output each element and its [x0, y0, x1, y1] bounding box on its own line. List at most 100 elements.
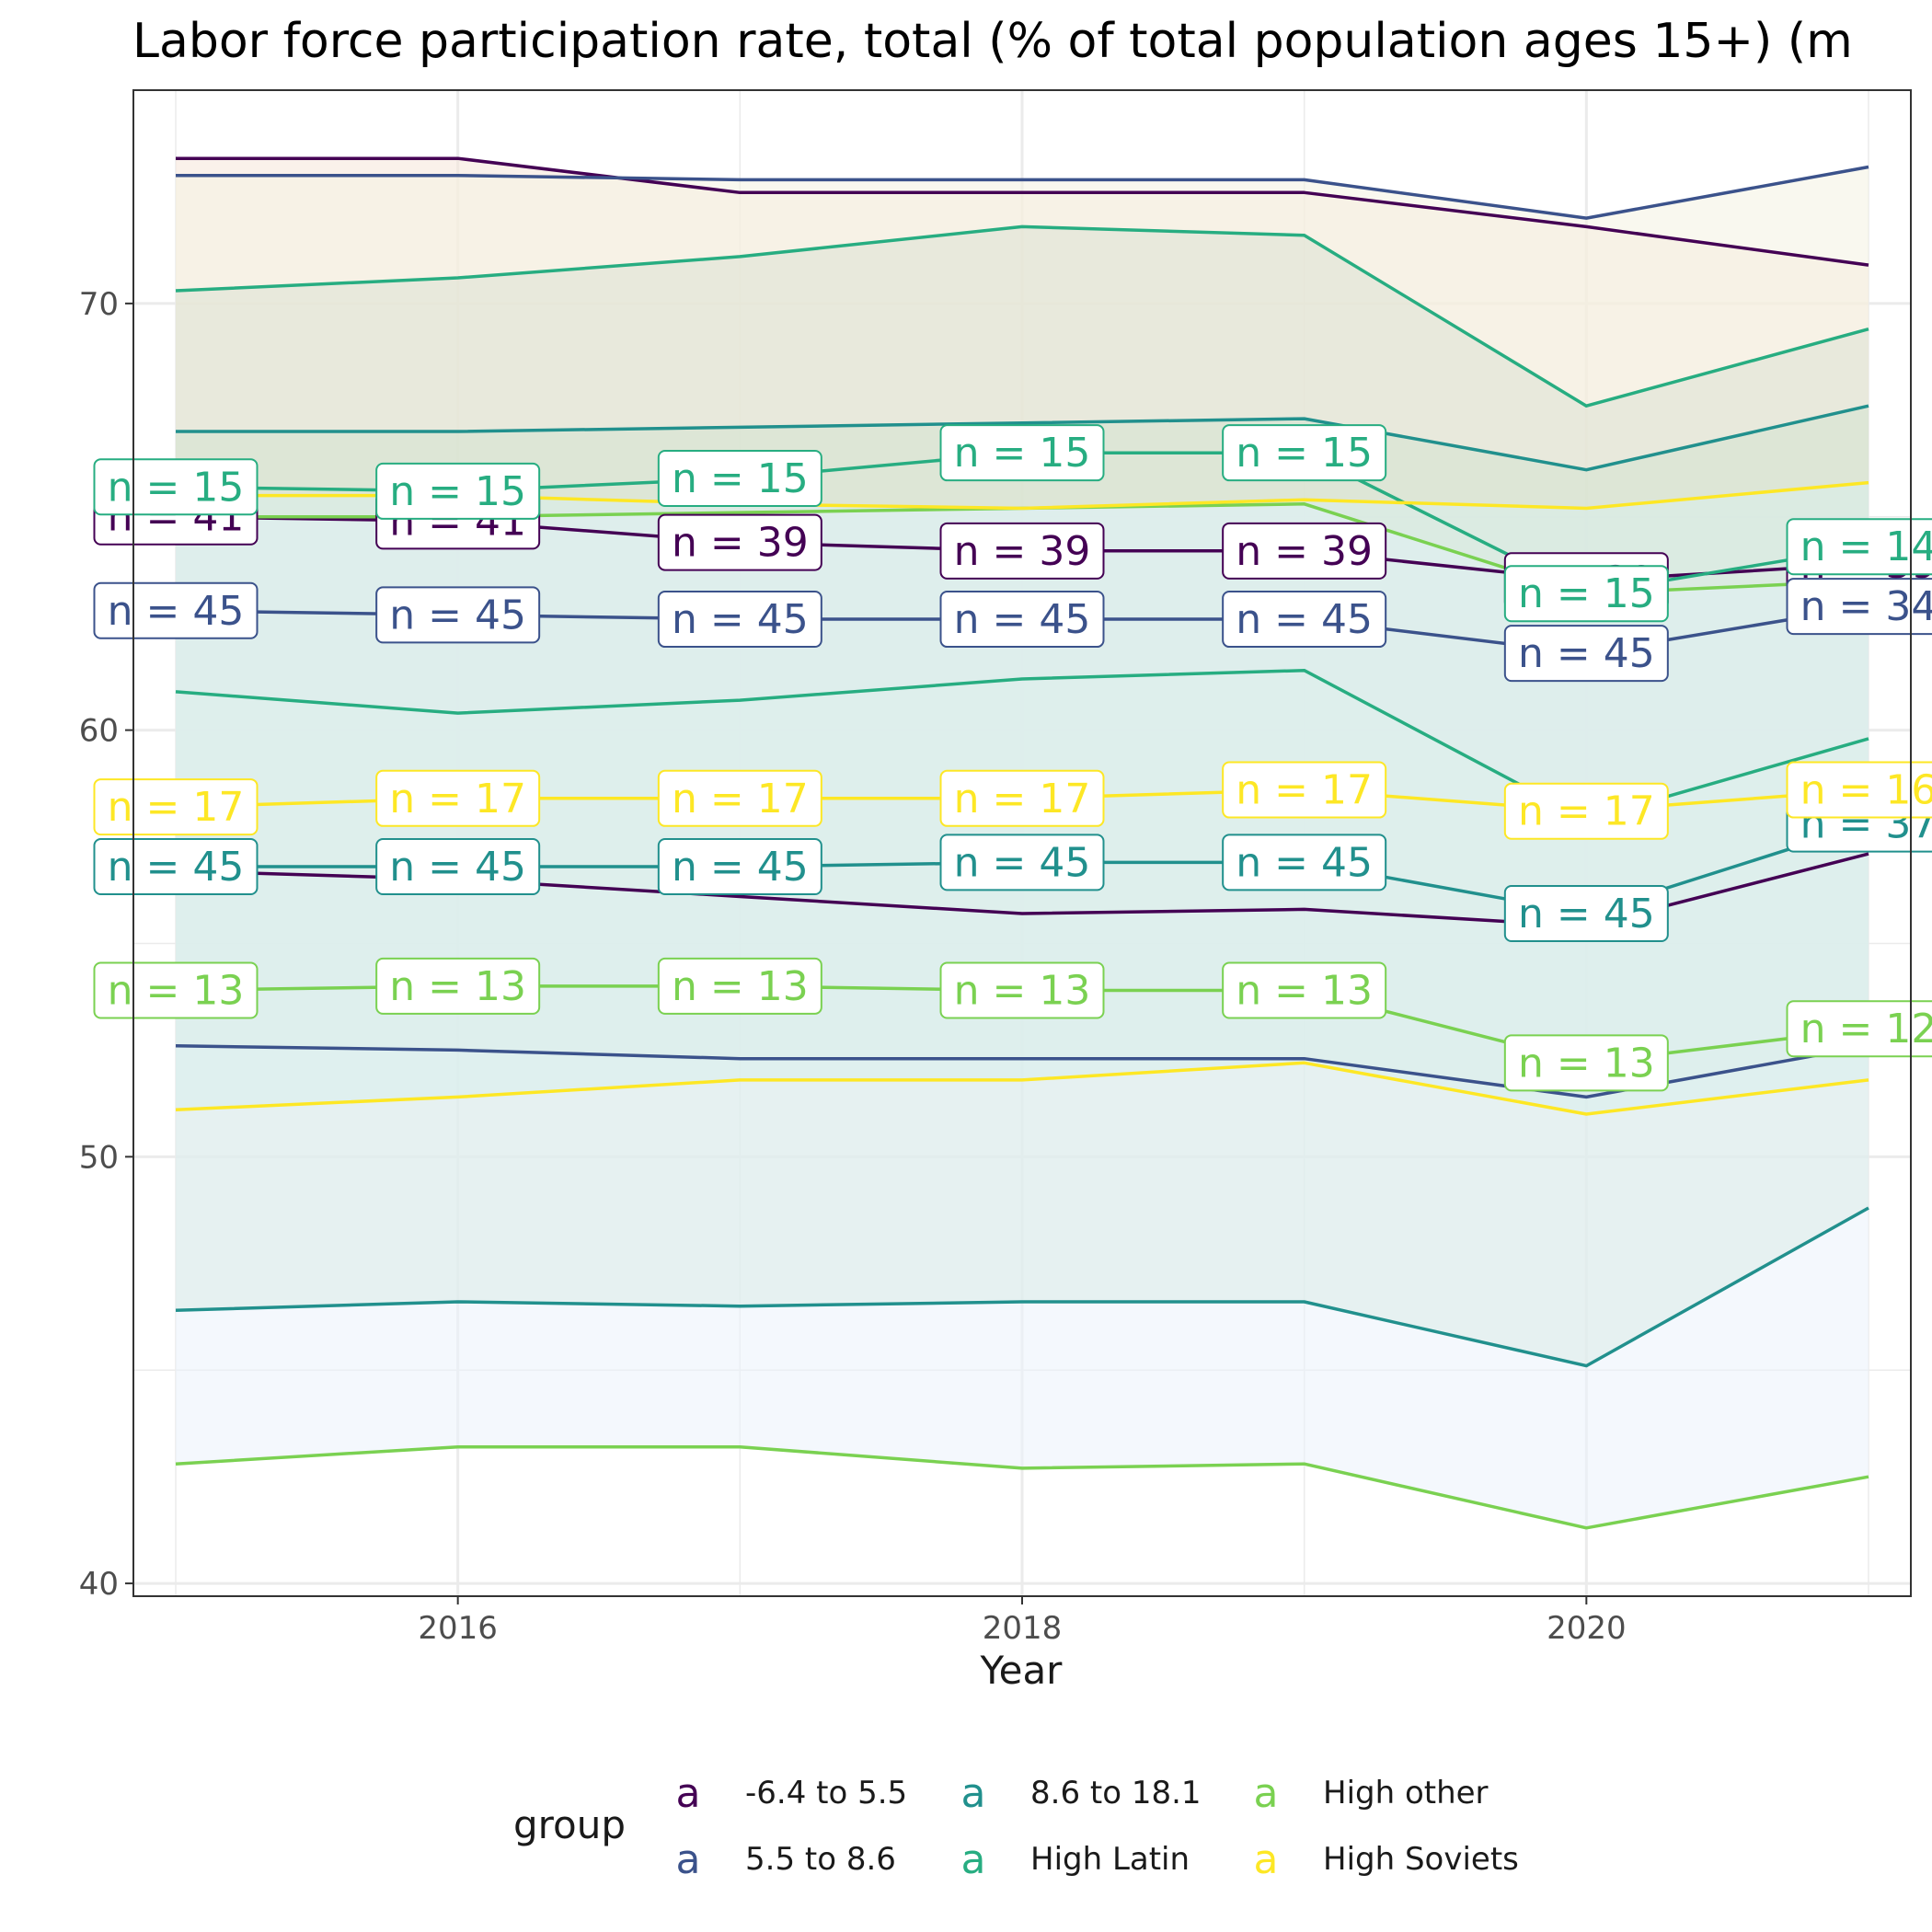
legend-label: -6.4 to 5.5 — [745, 1775, 907, 1811]
n-label: n = 15 — [954, 430, 1091, 477]
n-label-box — [1503, 565, 1669, 623]
n-label: n = 45 — [1236, 839, 1373, 886]
n-label-box — [657, 513, 822, 571]
n-label: n = 45 — [672, 844, 809, 891]
n-label: n = 15 — [108, 464, 245, 511]
legend-item-8-6-to-18-1: a 8.6 to 18.1 — [961, 1770, 1202, 1817]
n-label: n = 45 — [954, 839, 1091, 886]
n-label-box — [93, 961, 259, 1019]
legend-item-5-5-to-8-6: a 5.5 to 8.6 — [676, 1836, 896, 1883]
line-high-other-lower — [175, 1444, 1869, 1530]
n-label-box — [1786, 578, 1932, 636]
n-label-box — [1222, 424, 1387, 482]
n-label-box — [375, 462, 541, 520]
n-label: n = 45 — [1518, 891, 1655, 937]
legend-title: group — [513, 1802, 626, 1847]
legend-key-glyph: a — [676, 1770, 701, 1817]
n-label: n = 17 — [954, 776, 1091, 822]
legend-label: High Soviets — [1323, 1841, 1519, 1878]
n-label: n = 45 — [672, 596, 809, 643]
n-label-box — [375, 586, 541, 644]
legend-item-high-other: a High other — [1254, 1770, 1489, 1817]
n-label: n = 45 — [389, 844, 526, 891]
n-label-box — [939, 961, 1105, 1019]
n-label: n = 13 — [108, 967, 245, 1014]
legend-label: High Latin — [1030, 1841, 1190, 1878]
y-tick-label: 70 — [79, 286, 119, 323]
n-label: n = 14 — [1800, 523, 1932, 570]
line-5-5-to-8-6-upper — [176, 165, 1869, 220]
n-label-box — [1786, 518, 1932, 576]
legend-label: 5.5 to 8.6 — [745, 1841, 896, 1878]
n-label-box — [375, 769, 541, 827]
legend-item-6-4-to-5-5: a -6.4 to 5.5 — [676, 1770, 908, 1817]
n-label: n = 12 — [1800, 1006, 1932, 1052]
y-tick-label: 50 — [79, 1139, 119, 1176]
n-label-box — [1222, 834, 1387, 891]
n-label: n = 13 — [1236, 967, 1373, 1014]
n-label-box — [1503, 782, 1669, 840]
n-label: n = 13 — [954, 967, 1091, 1014]
n-label: n = 15 — [389, 468, 526, 515]
n-label: n = 39 — [954, 528, 1091, 575]
line-6-4-to-5-5-upper — [176, 156, 1869, 267]
n-label: n = 34 — [1800, 583, 1932, 630]
n-label: n = 45 — [954, 596, 1091, 643]
legend-label: 8.6 to 18.1 — [1030, 1775, 1202, 1811]
n-label-box — [1786, 761, 1932, 819]
legend-label: High other — [1323, 1775, 1489, 1811]
n-label: n = 16 — [1800, 767, 1932, 814]
n-label: n = 17 — [672, 776, 809, 822]
n-label-box — [1503, 625, 1669, 683]
n-label-box — [939, 834, 1105, 891]
n-label-box — [939, 522, 1105, 580]
n-label: n = 17 — [108, 784, 245, 831]
legend-key-glyph: a — [961, 1836, 986, 1883]
n-label-box — [1222, 591, 1387, 649]
line-5-5-to-8-6-lower — [175, 1044, 1869, 1099]
n-labels: n = 41n = 41n = 39n = 39n = 39n = 39n = … — [93, 424, 1932, 1092]
n-label-box — [93, 838, 259, 896]
n-label-box — [939, 591, 1105, 649]
n-label-box — [1222, 522, 1387, 580]
axes: 40 50 60 70 2016 2018 2020 — [79, 286, 1627, 1647]
n-label: n = 13 — [672, 963, 809, 1010]
chart-title: Labor force participation rate, total (%… — [132, 14, 1853, 69]
x-tick-label: 2018 — [983, 1610, 1063, 1647]
n-label-box — [939, 424, 1105, 482]
n-label: n = 15 — [672, 455, 809, 502]
n-label-box — [1786, 1000, 1932, 1058]
n-label-box — [375, 838, 541, 896]
legend-key-glyph: a — [1254, 1836, 1279, 1883]
n-label: n = 17 — [389, 776, 526, 822]
legend-key-glyph: a — [676, 1836, 701, 1883]
x-tick-label: 2020 — [1547, 1610, 1627, 1647]
n-label-box — [93, 458, 259, 516]
y-tick-label: 60 — [79, 713, 119, 750]
n-label-box — [657, 838, 822, 896]
line-8-6-to-18-1-upper — [176, 404, 1869, 472]
n-label-box — [1222, 761, 1387, 819]
n-label: n = 39 — [1236, 528, 1373, 575]
line-high-latin-upper — [175, 224, 1869, 408]
legend-key-glyph: a — [961, 1770, 986, 1817]
n-label: n = 13 — [1518, 1040, 1655, 1087]
line-high-soviets-lower — [175, 1061, 1869, 1116]
n-label-box — [1222, 961, 1387, 1019]
n-label-box — [1503, 1034, 1669, 1092]
line-8-6-to-18-1-lower — [175, 1206, 1869, 1368]
n-label-box — [375, 957, 541, 1015]
n-label-box — [657, 957, 822, 1015]
n-label: n = 13 — [389, 963, 526, 1010]
n-label: n = 39 — [672, 520, 809, 567]
y-tick-label: 40 — [79, 1566, 119, 1603]
n-label: n = 15 — [1236, 430, 1373, 477]
n-label: n = 45 — [1236, 596, 1373, 643]
n-label-box — [939, 769, 1105, 827]
legend-item-high-soviets: a High Soviets — [1254, 1836, 1519, 1883]
legend-key-glyph: a — [1254, 1770, 1279, 1817]
legend: group a -6.4 to 5.5 a 5.5 to 8.6 a 8.6 to 18.… — [513, 1770, 1519, 1883]
n-label: n = 17 — [1518, 788, 1655, 835]
n-label-box — [657, 591, 822, 649]
